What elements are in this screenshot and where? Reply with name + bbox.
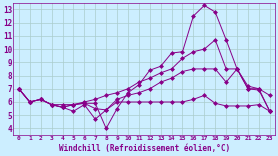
X-axis label: Windchill (Refroidissement éolien,°C): Windchill (Refroidissement éolien,°C) — [59, 144, 230, 153]
